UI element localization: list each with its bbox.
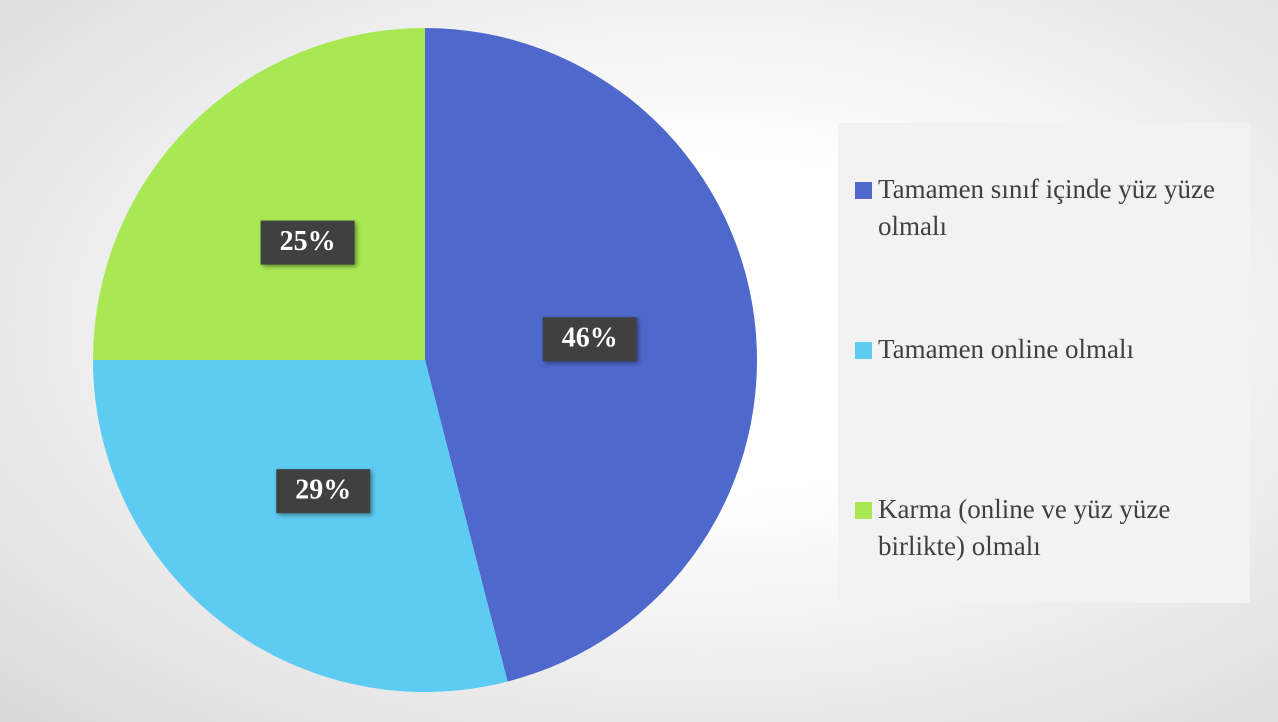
- data-label: 46%: [562, 323, 618, 354]
- legend: Tamamen sınıf içinde yüz yüze olmalı Tama…: [838, 123, 1250, 603]
- data-label-box: [542, 317, 637, 362]
- legend-item: Tamamen sınıf içinde yüz yüze olmalı: [855, 171, 1263, 245]
- pie-slice: [93, 360, 508, 692]
- legend-swatch: [855, 342, 872, 359]
- legend-label: Tamamen sınıf içinde yüz yüze olmalı: [878, 174, 1215, 241]
- legend-swatch: [855, 502, 872, 519]
- legend-label: Tamamen online olmalı: [878, 334, 1135, 364]
- pie-slice: [93, 28, 425, 360]
- data-label-box: [276, 469, 371, 514]
- data-label-box: [260, 220, 355, 265]
- data-label: 29%: [295, 475, 351, 506]
- legend-item: Tamamen online olmalı: [855, 331, 1263, 368]
- legend-item: Karma (online ve yüz yüze birlikte) olma…: [855, 491, 1263, 565]
- legend-label: Karma (online ve yüz yüze birlikte) olma…: [878, 494, 1171, 561]
- data-label: 25%: [280, 226, 336, 257]
- legend-swatch: [855, 182, 872, 199]
